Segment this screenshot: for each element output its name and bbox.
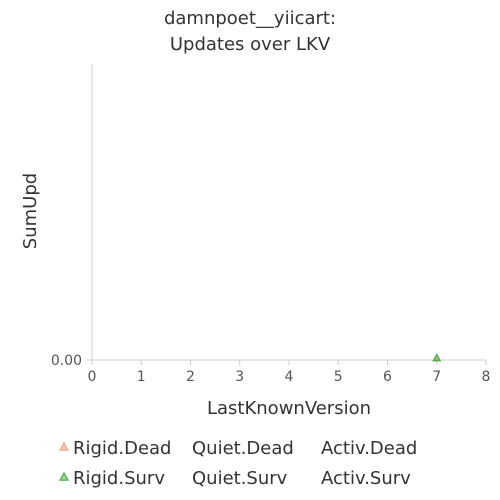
x-tick-label: 2: [186, 369, 195, 385]
y-tick-label: 0.00: [51, 353, 82, 369]
legend-label-quiet-surv: Quiet.Surv: [192, 468, 288, 489]
chart-title-line-2: Updates over LKV: [170, 34, 331, 55]
x-axis-label: LastKnownVersion: [207, 398, 371, 419]
data-point-rigid-surv: [432, 353, 442, 362]
data-points: [432, 353, 442, 362]
x-tick-label: 8: [482, 369, 491, 385]
x-tick-label: 3: [235, 369, 244, 385]
x-ticks: 0 1 2 3 4 5 6 7 8: [88, 360, 491, 385]
x-tick-label: 6: [383, 369, 392, 385]
x-tick-label: 0: [88, 369, 97, 385]
x-tick-label: 7: [432, 369, 441, 385]
legend: Rigid.Dead Quiet.Dead Activ.Dead Rigid.Surv…: [58, 438, 417, 489]
legend-label-activ-dead: Activ.Dead: [321, 438, 417, 459]
x-tick-label: 4: [285, 369, 294, 385]
y-ticks: 0.00: [51, 353, 92, 369]
x-tick-label: 5: [334, 369, 343, 385]
x-tick-label: 1: [137, 369, 146, 385]
chart-title-line-1: damnpoet__yiicart:: [164, 8, 336, 29]
legend-label-rigid-dead: Rigid.Dead: [73, 438, 171, 459]
legend-label-quiet-dead: Quiet.Dead: [192, 438, 294, 459]
legend-marker-rigid-dead: [58, 441, 70, 451]
y-axis-label: SumUpd: [20, 173, 41, 249]
legend-label-rigid-surv: Rigid.Surv: [73, 468, 165, 489]
legend-marker-rigid-surv: [58, 471, 70, 481]
legend-label-activ-surv: Activ.Surv: [321, 468, 411, 489]
